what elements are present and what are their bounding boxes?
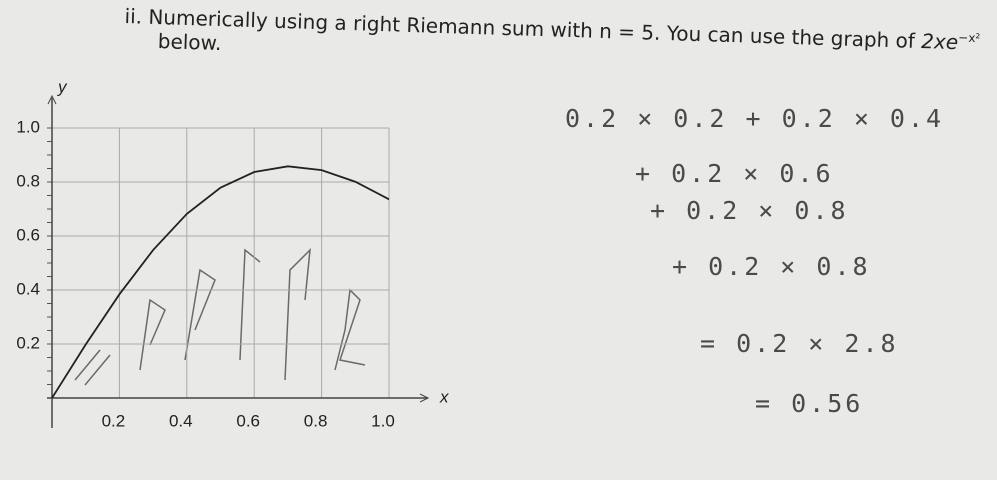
y-tick-label: 0.4 [16,279,40,298]
x-axis-label: x [439,387,449,406]
handwritten-line: = 0.56 [755,389,863,418]
handwritten-line: = 0.2 × 2.8 [700,329,899,358]
handwritten-line: + 0.2 × 0.8 [650,196,849,225]
handwritten-line: + 0.2 × 0.6 [635,159,834,188]
x-tick-label: 0.6 [236,411,260,430]
hatching [74,247,366,386]
x-arrow [419,393,430,403]
handwritten-line: + 0.2 × 0.8 [672,252,871,281]
y-tick-label: 0.8 [16,171,40,190]
x-tick-label: 0.4 [169,411,193,430]
y-tick-label: 1.0 [16,117,40,136]
handwritten-line: 0.2 × 0.2 + 0.2 × 0.4 [565,104,944,133]
y-tick-label: 0.6 [16,225,40,244]
y-tick-label: 0.2 [16,333,40,352]
curve [51,165,390,399]
y-arrow [47,94,57,105]
x-tick-label: 0.2 [102,411,126,430]
y-axis-label: y [57,77,68,96]
x-tick-label: 0.8 [304,411,328,430]
x-tick-label: 1.0 [371,411,395,430]
